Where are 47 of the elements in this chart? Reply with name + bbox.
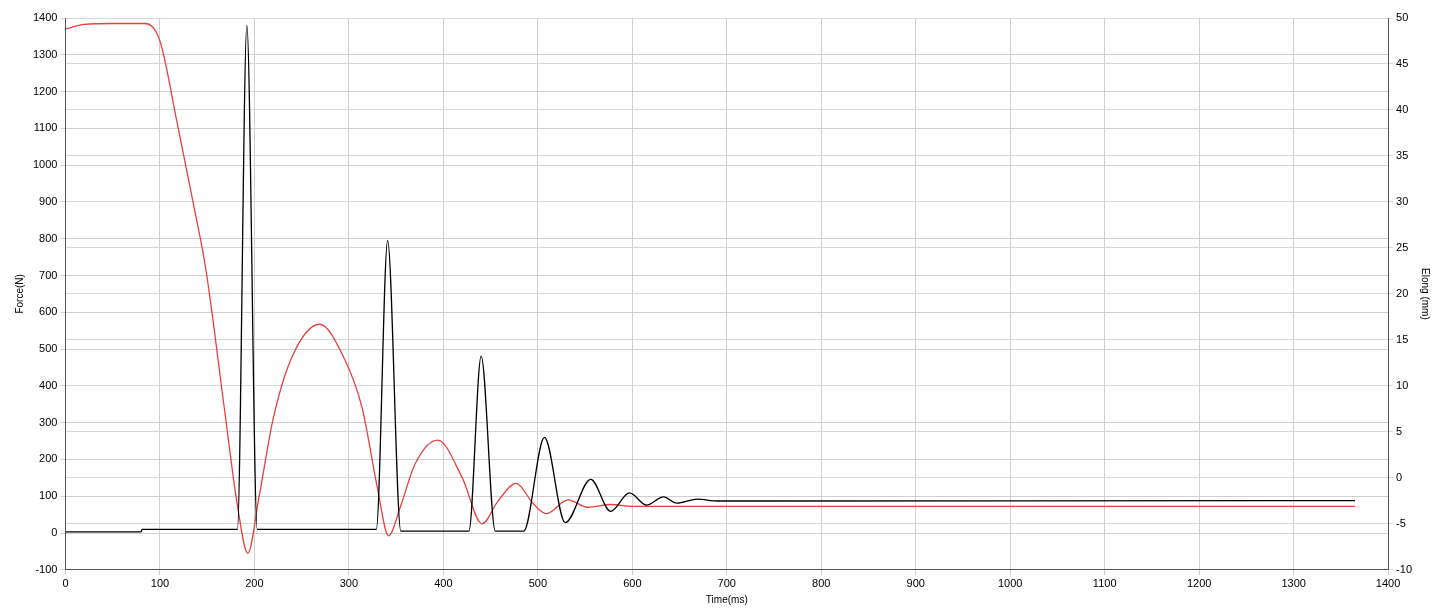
y-tick-label: 300 (39, 415, 58, 428)
y2-tick-label: 15 (1396, 332, 1409, 345)
x-tick-label: 600 (623, 577, 642, 590)
y2-tick-label: 50 (1396, 11, 1409, 24)
y2-tick-label: 45 (1396, 57, 1409, 70)
y-tick-label: 0 (51, 526, 58, 539)
x-tick-label: 100 (150, 577, 170, 590)
x-tick-label: 900 (906, 577, 925, 590)
y-tick-label: 1300 (32, 47, 58, 60)
x-tick-label: 500 (528, 577, 548, 590)
y-tick-label: 1100 (33, 121, 58, 134)
y-tick-label: 600 (39, 305, 58, 318)
y2-axis-title: Elong (mm) (1420, 268, 1432, 320)
y-tick-label: -100 (35, 562, 58, 575)
y-tick-label: 1000 (32, 158, 58, 171)
x-tick-label: 700 (717, 577, 736, 590)
x-tick-label: 1200 (1186, 577, 1212, 590)
y-tick-label: 100 (39, 489, 58, 502)
y2-tick-label: 25 (1396, 240, 1409, 253)
y-tick-label: 200 (39, 452, 58, 465)
x-tick-label: 1100 (1092, 577, 1117, 590)
x-tick-label: 1400 (1375, 577, 1401, 590)
y-tick-label: 900 (39, 194, 58, 207)
y-tick-label: 400 (39, 378, 58, 391)
y-tick-label: 1400 (32, 11, 58, 24)
y2-tick-label: -10 (1396, 562, 1413, 575)
y-tick-label: 1200 (32, 84, 58, 97)
y2-tick-label: 0 (1396, 470, 1403, 483)
y-axis-title: Force(N) (13, 274, 25, 314)
x-tick-label: 1300 (1281, 577, 1306, 590)
y2-tick-label: 20 (1396, 286, 1409, 299)
x-tick-label: 1000 (997, 577, 1023, 590)
x-axis-title: Time(ms) (705, 593, 748, 605)
y-tick-label: 700 (39, 268, 58, 281)
y-tick-label: 800 (39, 231, 58, 244)
y2-tick-label: 5 (1396, 424, 1403, 437)
y2-tick-label: -5 (1396, 516, 1406, 529)
y2-tick-label: 40 (1396, 103, 1409, 115)
x-tick-label: 0 (62, 577, 69, 590)
y-tick-label: 500 (39, 342, 58, 355)
x-tick-label: 300 (339, 577, 359, 590)
y2-tick-label: 10 (1396, 378, 1409, 391)
y2-tick-label: 35 (1396, 148, 1409, 161)
x-tick-label: 200 (245, 577, 264, 590)
x-tick-label: 800 (812, 577, 831, 590)
x-tick-label: 400 (434, 577, 453, 590)
y2-tick-label: 30 (1396, 194, 1409, 207)
